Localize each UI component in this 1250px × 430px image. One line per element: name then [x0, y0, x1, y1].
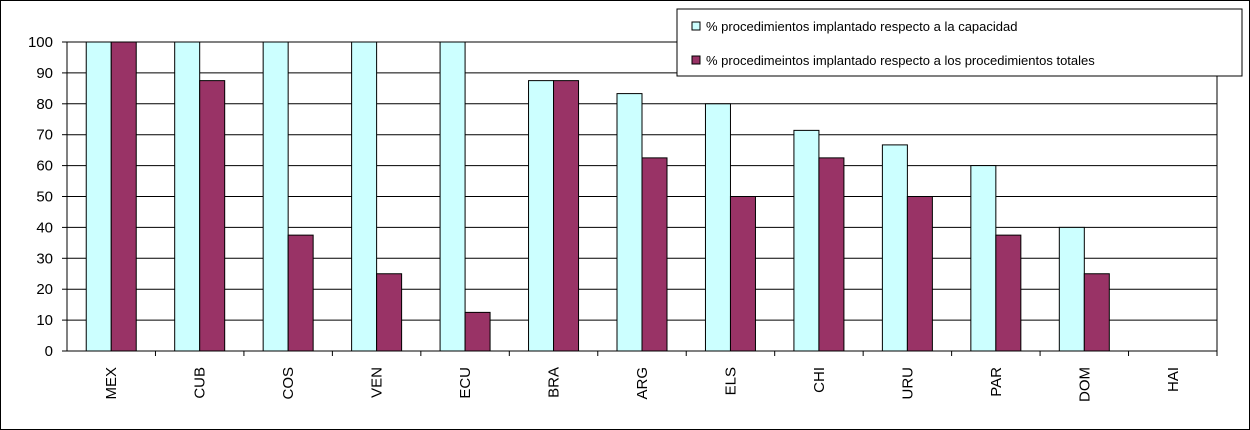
y-tick-label: 80 — [36, 96, 53, 113]
legend-box — [676, 8, 1243, 77]
bar-uru-series-2 — [906, 196, 933, 352]
x-tick-label: ECU — [457, 367, 474, 399]
bar-cos-series-2 — [287, 234, 314, 352]
axes — [66, 42, 1218, 352]
bar-chi-series-1 — [793, 129, 820, 352]
bar-par-series-1 — [970, 165, 997, 352]
bar-ven-series-1 — [351, 41, 378, 352]
legend-label-capacity: % procedimientos implantado respecto a l… — [706, 19, 1017, 34]
bar-els-series-2 — [729, 196, 756, 352]
x-tick-label: ELS — [722, 367, 739, 395]
y-tick-label: 60 — [36, 158, 53, 175]
y-tick-label: 90 — [36, 65, 53, 82]
y-tick-label: 50 — [36, 189, 53, 206]
x-tick-label: HAI — [1165, 367, 1182, 392]
legend: % procedimientos implantado respecto a l… — [676, 8, 1243, 77]
bar-chi-series-2 — [818, 157, 845, 352]
bar-mex-series-1 — [85, 41, 112, 352]
bar-cub-series-1 — [174, 41, 201, 352]
legend-swatch-total — [691, 55, 701, 65]
bars — [85, 41, 1110, 352]
bar-els-series-1 — [704, 103, 731, 352]
x-tick-label: PAR — [988, 367, 1005, 397]
x-tick-label: VEN — [369, 367, 386, 398]
bar-bra-series-1 — [528, 80, 555, 352]
y-tick-label: 10 — [36, 312, 53, 329]
bar-bra-series-2 — [553, 80, 580, 352]
y-tick-label: 40 — [36, 219, 53, 236]
x-tick-label: URU — [899, 367, 916, 400]
x-tick-label: MEX — [103, 367, 120, 400]
bar-mex-series-2 — [110, 41, 137, 352]
bar-par-series-2 — [995, 234, 1022, 352]
bar-cub-series-2 — [199, 80, 226, 352]
bar-ecu-series-1 — [439, 41, 466, 352]
bar-dom-series-2 — [1083, 273, 1110, 352]
bar-ven-series-2 — [376, 273, 403, 352]
y-tick-label: 30 — [36, 250, 53, 267]
bar-ecu-series-2 — [464, 311, 491, 352]
x-tick-label: CHI — [811, 367, 828, 393]
x-tick-label: DOM — [1076, 367, 1093, 402]
y-tick-label: 0 — [45, 343, 53, 360]
x-tick-label: CUB — [192, 367, 209, 399]
y-tick-label: 70 — [36, 127, 53, 144]
bar-arg-series-1 — [616, 93, 643, 352]
y-tick-label: 100 — [28, 34, 53, 51]
bar-uru-series-1 — [881, 144, 908, 352]
x-tick-label: COS — [280, 367, 297, 400]
x-tick-label: ARG — [634, 367, 651, 400]
bar-arg-series-2 — [641, 157, 668, 352]
x-tick-labels: MEX CUB COS VEN ECU BRA ARG ELS CHI URU PAR DOM HAI — [103, 351, 1218, 402]
y-tick-label: 20 — [36, 281, 53, 298]
y-tick-labels: 0 10 20 30 40 50 60 70 80 90 100 — [28, 34, 53, 360]
bar-dom-series-1 — [1058, 226, 1085, 352]
bar-cos-series-1 — [262, 41, 289, 352]
legend-label-total: % procedimeintos implantado respecto a l… — [706, 53, 1095, 68]
x-tick-label: BRA — [546, 367, 563, 398]
legend-swatch-capacity — [691, 21, 701, 31]
